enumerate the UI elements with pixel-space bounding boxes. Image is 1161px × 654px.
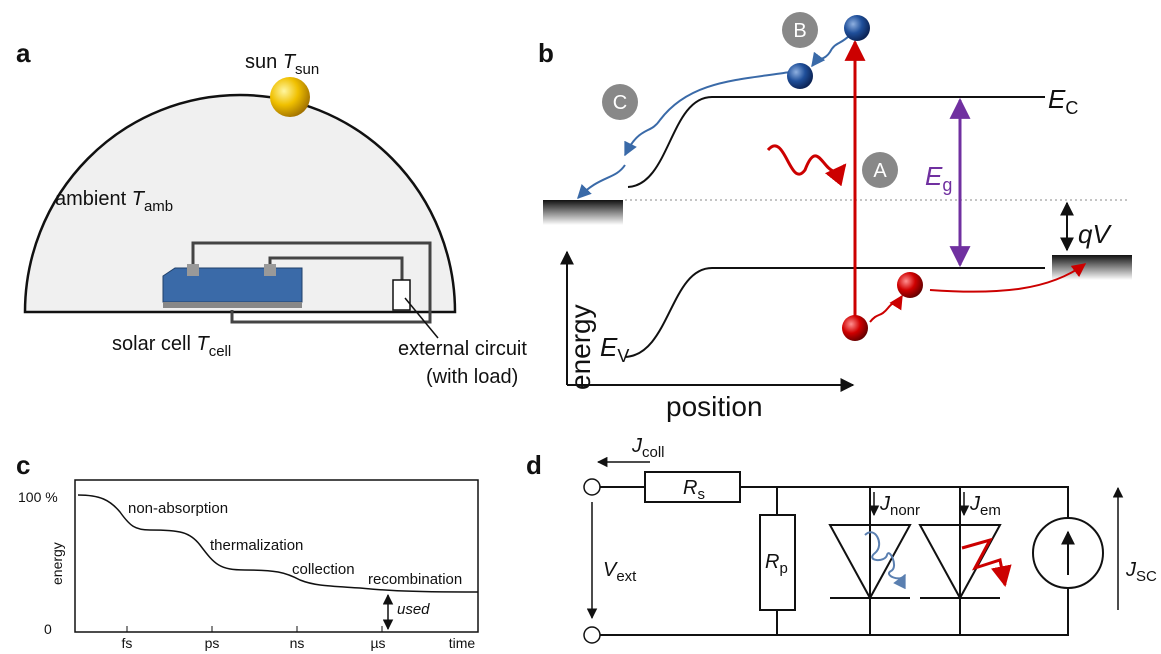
- y-axis-label: energy: [49, 542, 65, 585]
- v-ext: Vext: [603, 559, 637, 585]
- sun-label: sun Tsun: [245, 51, 319, 78]
- panel-a: a sun Tsun ambient Tamb solar cell Tcell…: [16, 38, 527, 388]
- marker: [782, 12, 818, 48]
- x-tick-label: ps: [205, 635, 220, 651]
- marker-label: A: [873, 160, 887, 182]
- stage-label: non-absorption: [128, 500, 228, 517]
- hole-relax: [869, 294, 903, 323]
- circuit-label: external circuit: [398, 338, 527, 360]
- conduction-label: EC: [1048, 84, 1078, 118]
- j-em: Jem: [969, 493, 1001, 519]
- marker: [602, 84, 638, 120]
- panel-b: b energy position EV EC Eg qV A B C: [538, 12, 1132, 422]
- photon: [766, 144, 847, 187]
- hole: [897, 272, 923, 298]
- resistor: [644, 471, 741, 503]
- pointer: [404, 297, 439, 339]
- solar-cell: [162, 267, 303, 303]
- valence-band: [624, 267, 1045, 358]
- load: [392, 279, 411, 311]
- x-axis-label: position: [666, 391, 763, 422]
- hole-arrow: [929, 263, 1087, 293]
- y-axis-label: energy: [565, 304, 596, 390]
- panel-d: d Jcoll Rs Rp Jnonr Jem Vext JSC: [526, 435, 1157, 644]
- terminal: [583, 478, 601, 496]
- marker: [862, 152, 898, 188]
- wire: [191, 241, 432, 324]
- diode: [828, 524, 912, 601]
- j-sc: JSC: [1125, 559, 1157, 585]
- panel-label: a: [16, 38, 31, 68]
- photon: [961, 537, 1012, 588]
- thermalization-arrow: [811, 34, 851, 68]
- cell-base: [163, 302, 302, 308]
- voltage-label: qV: [1078, 219, 1112, 249]
- used-label: used: [397, 601, 430, 618]
- wire: [776, 487, 961, 635]
- gap-label: Eg: [925, 161, 952, 195]
- hole: [842, 315, 868, 341]
- sun: [270, 77, 310, 117]
- conduction-band: [627, 96, 1045, 188]
- stage-label: thermalization: [210, 537, 303, 554]
- stage-label: collection: [292, 561, 355, 578]
- j-coll: Jcoll: [631, 435, 665, 461]
- x-axis-label: time: [449, 635, 476, 651]
- energy-curve: [77, 494, 479, 593]
- contact: [543, 200, 623, 225]
- phonon: [864, 531, 906, 590]
- x-tick-label: µs: [370, 635, 385, 651]
- transport-arrow: [624, 71, 791, 157]
- panel-c: c 100 % 0 energy fs ps ns µs time non-ab…: [16, 450, 479, 651]
- panel-label: b: [538, 38, 554, 68]
- j-nonr: Jnonr: [879, 493, 920, 519]
- marker-label: B: [793, 20, 806, 42]
- electron: [787, 63, 813, 89]
- terminal: [583, 626, 601, 644]
- x-tick-label: ns: [290, 635, 305, 651]
- y-tick-label: 0: [44, 621, 52, 637]
- r-p: Rp: [765, 551, 788, 577]
- cell-label: solar cell Tcell: [112, 333, 231, 360]
- transport-arrow: [577, 164, 626, 200]
- electron: [844, 15, 870, 41]
- contact: [187, 264, 199, 276]
- y-tick-label: 100 %: [18, 489, 58, 505]
- marker-label: C: [613, 92, 627, 114]
- ambient-label: ambient Tamb: [55, 188, 173, 215]
- circuit-label: (with load): [426, 366, 518, 388]
- r-s: Rs: [683, 477, 705, 503]
- contact: [264, 264, 276, 276]
- stage-label: recombination: [368, 571, 462, 588]
- wire: [600, 486, 1069, 636]
- x-tick-label: fs: [122, 635, 133, 651]
- resistor: [759, 514, 796, 611]
- plot-frame: [74, 479, 479, 633]
- panel-label: c: [16, 450, 30, 480]
- valence-label: EV: [600, 332, 629, 366]
- ticks: [126, 626, 383, 632]
- panel-label: d: [526, 450, 542, 480]
